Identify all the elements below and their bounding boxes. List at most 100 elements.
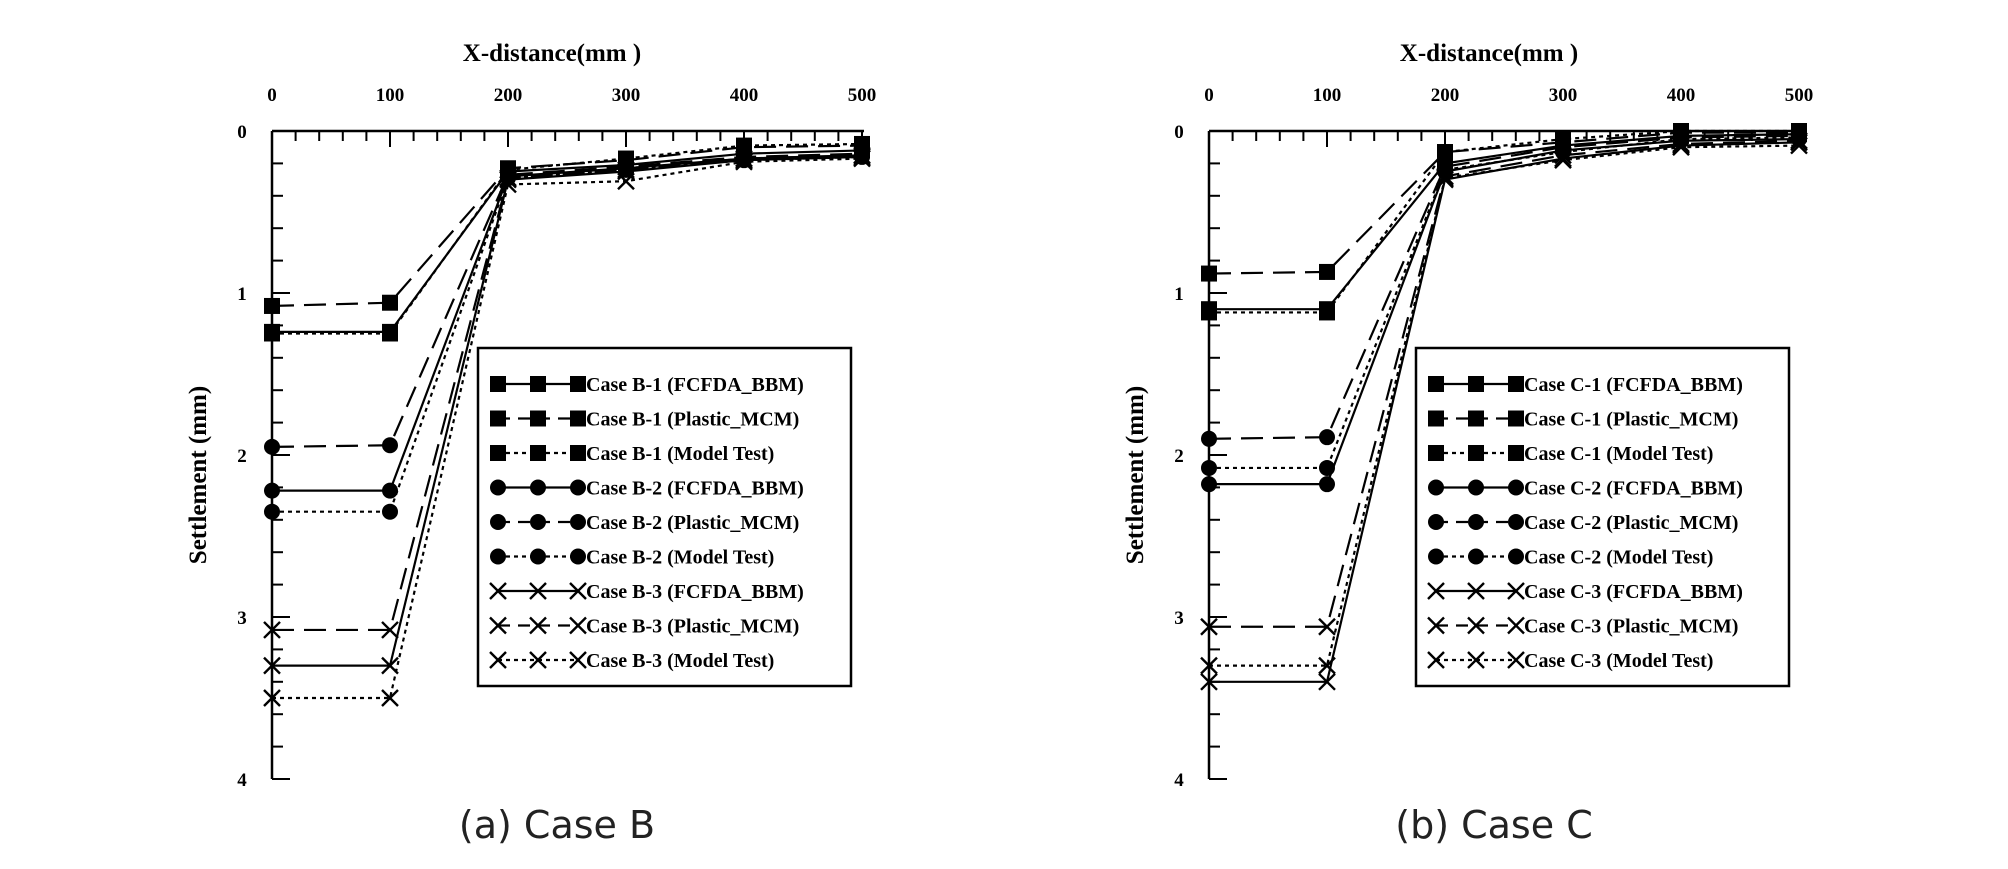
legend-label: Case B-2 (Model Test) <box>586 547 774 569</box>
data-point-circle <box>1319 429 1335 446</box>
legend-entry: Case C-3 (Model Test) <box>1427 650 1713 672</box>
data-point-circle <box>264 482 280 499</box>
x-tick-label: 300 <box>1549 85 1578 106</box>
marker-cross-stroke <box>499 169 517 187</box>
legend-marker-square <box>530 376 546 392</box>
legend-entry: Case C-3 (Plastic_MCM) <box>1427 616 1738 638</box>
x-tick-label: 0 <box>267 85 277 106</box>
legend-entry: Case C-2 (Plastic_MCM) <box>1428 512 1738 534</box>
data-point-circle <box>1319 459 1335 476</box>
marker-cross-stroke <box>1200 656 1218 675</box>
legend-entry: Case B-1 (Plastic_MCM) <box>490 409 799 431</box>
y-tick-label: 0 <box>237 122 247 143</box>
legend-marker-cross <box>529 582 547 600</box>
data-point-cross <box>735 152 753 171</box>
legend-marker-circle <box>490 548 506 565</box>
x-tick-label: 400 <box>1667 85 1696 106</box>
marker-cross-stroke <box>1507 616 1525 635</box>
legend-marker-cross <box>529 651 547 669</box>
marker-cross-stroke <box>1554 146 1572 165</box>
data-point-square <box>1201 304 1217 321</box>
data-point-cross <box>1200 617 1218 636</box>
legend-label: Case B-3 (Plastic_MCM) <box>586 616 799 638</box>
legend-marker-cross <box>489 651 507 669</box>
legend-marker-circle <box>490 479 506 496</box>
x-tick-label: 100 <box>376 85 405 106</box>
legend-label: Case C-1 (Model Test) <box>1524 443 1713 465</box>
marker-cross-stroke <box>263 656 281 675</box>
x-tick-label: 500 <box>1785 85 1814 106</box>
legend-entry: Case B-2 (FCFDA_BBM) <box>490 478 804 500</box>
series-line <box>271 144 863 308</box>
data-point-cross <box>617 172 635 191</box>
panel-caption: (b) Case C <box>1395 803 1592 847</box>
marker-cross-stroke <box>381 656 399 675</box>
data-point-cross <box>853 146 871 165</box>
marker-cross-stroke <box>1427 616 1445 635</box>
marker-cross-stroke <box>1427 582 1445 600</box>
data-point-circle <box>382 437 398 454</box>
legend-marker-cross <box>569 616 587 635</box>
legend-label: Case B-3 (Model Test) <box>586 650 774 672</box>
data-point-circle <box>264 503 280 520</box>
series-line <box>271 152 863 448</box>
x-axis-title: X-distance(mm ) <box>463 40 641 67</box>
y-axis-title: Settlement (mm) <box>1122 386 1149 564</box>
legend-marker-square <box>570 376 586 392</box>
legend-marker-square <box>1428 445 1444 461</box>
data-point-square <box>264 297 280 314</box>
chart-case-b: 0 100 200 300 400 500 0 1 2 3 4 X-distance(mm ) Sett… <box>185 40 876 847</box>
series-3 <box>264 135 870 342</box>
legend-marker-circle <box>1468 548 1484 565</box>
data-point-square <box>1201 265 1217 282</box>
legend: Case B-1 (FCFDA_BBM) Case B-1 (Plastic_MC… <box>476 346 853 688</box>
y-tick-label: 1 <box>1174 284 1184 305</box>
data-point-square <box>1319 304 1335 321</box>
series-8 <box>263 146 871 639</box>
legend-marker-circle <box>530 548 546 565</box>
legend-entry: Case C-1 (Model Test) <box>1428 443 1713 465</box>
legend-label: Case C-1 (Plastic_MCM) <box>1524 409 1738 431</box>
marker-cross-stroke <box>853 146 871 165</box>
series-line <box>1209 141 1800 683</box>
legend-label: Case C-2 (Model Test) <box>1524 547 1713 569</box>
legend-label: Case B-1 (Plastic_MCM) <box>586 409 799 431</box>
data-point-circle <box>1201 430 1217 447</box>
data-point-cross <box>1200 672 1218 691</box>
data-point-square <box>264 325 280 342</box>
marker-cross-stroke <box>735 152 753 171</box>
legend-label: Case B-3 (FCFDA_BBM) <box>586 581 804 603</box>
data-point-cross <box>499 175 517 194</box>
legend-marker-cross <box>1507 616 1525 635</box>
legend-marker-circle <box>1508 514 1524 530</box>
marker-cross-stroke <box>529 616 547 635</box>
legend-marker-square <box>1468 410 1484 427</box>
legend-label: Case C-2 (Plastic_MCM) <box>1524 512 1738 534</box>
legend-marker-cross <box>1427 582 1445 600</box>
marker-cross-stroke <box>1790 136 1808 155</box>
x-tick-label: 0 <box>1204 85 1214 106</box>
marker-cross-stroke <box>569 651 587 669</box>
y-tick-label: 2 <box>1174 446 1184 467</box>
panel-caption: (a) Case B <box>459 803 655 847</box>
marker-cross-stroke <box>1507 582 1525 600</box>
legend-entry: Case B-2 (Model Test) <box>490 547 774 569</box>
data-point-cross <box>1672 135 1690 153</box>
legend-marker-circle <box>1468 479 1484 496</box>
legend-label: Case C-3 (FCFDA_BBM) <box>1524 581 1743 603</box>
data-point-cross <box>263 621 281 639</box>
y-tick-label: 2 <box>237 446 247 467</box>
legend-marker-cross <box>1467 651 1485 669</box>
legend-marker-square <box>530 410 546 427</box>
legend-marker-cross <box>1467 582 1485 600</box>
legend-marker-circle <box>1428 479 1444 496</box>
series-line <box>1209 144 1800 667</box>
marker-cross-stroke <box>499 175 517 194</box>
legend-label: Case B-1 (Model Test) <box>586 443 774 465</box>
legend-marker-circle <box>490 514 506 530</box>
series-9 <box>1200 136 1808 675</box>
series-line <box>1208 131 1799 275</box>
x-tick-label: 500 <box>848 85 877 106</box>
legend-marker-square <box>570 445 586 461</box>
